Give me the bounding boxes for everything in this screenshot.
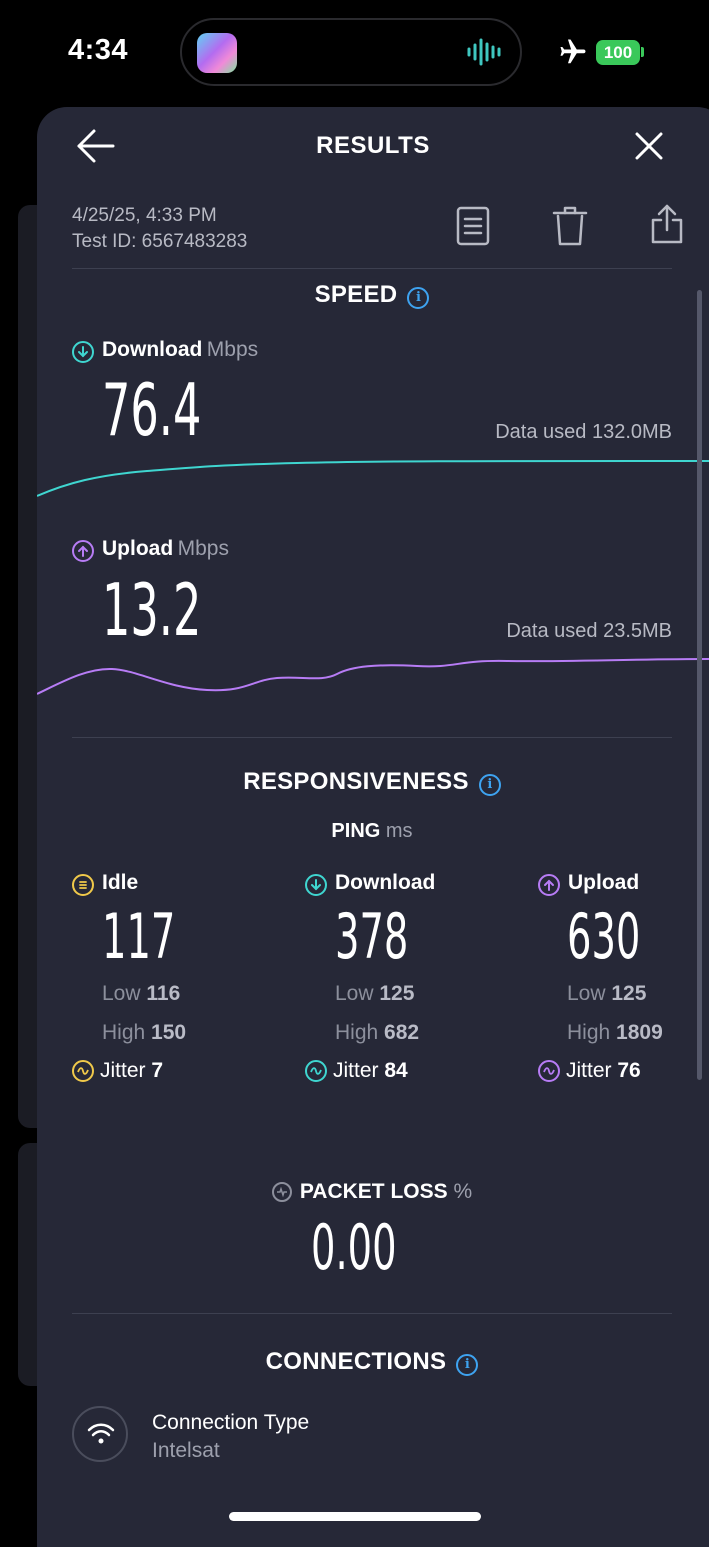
- upload-low: Low 125: [567, 982, 646, 1006]
- airplane-icon: [560, 39, 586, 64]
- results-sheet: [37, 107, 709, 1547]
- audio-wave-icon: [467, 38, 501, 66]
- idle-header: Idle: [72, 871, 138, 896]
- upload-arrow-icon: [72, 539, 94, 562]
- close-icon[interactable]: [634, 131, 664, 161]
- download-arrow-icon: [72, 340, 94, 363]
- packet-loss-header: PACKET LOSS %: [72, 1180, 672, 1204]
- upload-ping-label: Upload: [568, 871, 640, 894]
- connections-section-title: CONNECTIONS i: [72, 1348, 672, 1376]
- battery-indicator: 100: [596, 40, 640, 65]
- test-date: 4/25/25, 4:33 PM: [72, 205, 217, 226]
- upload-ping-value: 630: [567, 900, 641, 973]
- connections-title: CONNECTIONS: [265, 1348, 447, 1375]
- trash-icon[interactable]: [551, 204, 589, 248]
- download-low: Low 125: [335, 982, 414, 1006]
- upload-speed-graph: [37, 658, 709, 695]
- upload-low-value: 125: [611, 982, 647, 1005]
- jitter-label: Jitter: [100, 1059, 146, 1082]
- idle-jitter-value: 7: [151, 1059, 164, 1082]
- low-label: Low: [335, 982, 374, 1005]
- test-id: Test ID: 6567483283: [72, 231, 248, 252]
- wifi-icon: [72, 1406, 128, 1462]
- high-label: High: [335, 1021, 379, 1044]
- download-header: Download Mbps: [72, 338, 258, 363]
- download-label: Download: [102, 338, 203, 361]
- connection-type-value: Intelsat: [152, 1439, 220, 1462]
- download-speed-value: 76.4: [102, 368, 202, 452]
- download-ping-header: Download: [305, 871, 435, 896]
- upload-jitter: Jitter 76: [538, 1059, 641, 1083]
- upload-speed-value: 13.2: [102, 568, 202, 652]
- idle-low: Low 116: [102, 982, 180, 1006]
- speed-title: SPEED: [314, 281, 398, 308]
- idle-high-value: 150: [151, 1021, 187, 1044]
- back-arrow-icon[interactable]: [76, 128, 116, 164]
- idle-jitter: Jitter 7: [72, 1059, 163, 1083]
- scrollbar[interactable]: [697, 290, 702, 1080]
- low-label: Low: [102, 982, 141, 1005]
- page-title: RESULTS: [316, 132, 430, 159]
- upload-label: Upload: [102, 537, 174, 560]
- idle-high: High 150: [102, 1021, 186, 1045]
- upload-header: Upload Mbps: [72, 537, 229, 562]
- packet-loss-label: PACKET LOSS: [299, 1180, 448, 1203]
- upload-jitter-value: 76: [617, 1059, 641, 1082]
- jitter-icon: [305, 1060, 327, 1083]
- idle-label: Idle: [102, 871, 139, 894]
- info-icon[interactable]: i: [456, 1353, 479, 1376]
- connection-type-label: Connection Type: [152, 1411, 310, 1434]
- upload-arrow-icon: [538, 873, 560, 896]
- upload-unit: Mbps: [177, 537, 229, 560]
- download-jitter-value: 84: [384, 1059, 408, 1082]
- jitter-label: Jitter: [333, 1059, 379, 1082]
- home-indicator[interactable]: [229, 1512, 481, 1521]
- responsiveness-section-title: RESPONSIVENESS i: [72, 768, 672, 796]
- idle-low-value: 116: [146, 982, 181, 1005]
- jitter-icon: [538, 1060, 560, 1083]
- ping-header: PING ms: [72, 820, 672, 843]
- battery-nub: [641, 47, 644, 57]
- download-ping-value: 378: [335, 900, 409, 973]
- jitter-label: Jitter: [566, 1059, 612, 1082]
- responsiveness-title: RESPONSIVENESS: [243, 768, 469, 795]
- high-label: High: [102, 1021, 146, 1044]
- info-icon[interactable]: i: [478, 773, 501, 796]
- divider: [72, 268, 672, 269]
- download-high-value: 682: [384, 1021, 420, 1044]
- divider: [72, 737, 672, 738]
- upload-ping-header: Upload: [538, 871, 639, 896]
- download-unit: Mbps: [206, 338, 259, 361]
- packet-loss-icon: [271, 1182, 292, 1203]
- status-time: 4:34: [68, 34, 129, 66]
- idle-ping-value: 117: [102, 900, 176, 973]
- download-speed-graph: [37, 460, 709, 497]
- download-data-used: Data used 132.0MB: [495, 421, 672, 443]
- packet-loss-value: 0.00: [311, 1211, 397, 1284]
- low-label: Low: [567, 982, 606, 1005]
- high-label: High: [567, 1021, 611, 1044]
- dynamic-island: [180, 18, 522, 86]
- jitter-icon: [72, 1060, 94, 1083]
- app-icon[interactable]: [197, 33, 237, 73]
- info-icon[interactable]: i: [407, 286, 430, 309]
- upload-high-value: 1809: [616, 1021, 663, 1044]
- download-arrow-icon: [305, 873, 327, 896]
- divider: [72, 1313, 672, 1314]
- packet-loss-unit: %: [453, 1180, 473, 1203]
- download-ping-label: Download: [335, 871, 436, 894]
- speed-section-title: SPEED i: [72, 281, 672, 309]
- download-jitter: Jitter 84: [305, 1059, 408, 1083]
- ping-unit: ms: [385, 820, 413, 842]
- upload-data-used: Data used 23.5MB: [506, 620, 672, 642]
- download-high: High 682: [335, 1021, 419, 1045]
- share-icon[interactable]: [650, 203, 684, 245]
- document-icon[interactable]: [455, 205, 491, 247]
- ping-label: PING: [331, 820, 381, 842]
- download-low-value: 125: [379, 982, 415, 1005]
- upload-high: High 1809: [567, 1021, 663, 1045]
- idle-icon: [72, 873, 94, 896]
